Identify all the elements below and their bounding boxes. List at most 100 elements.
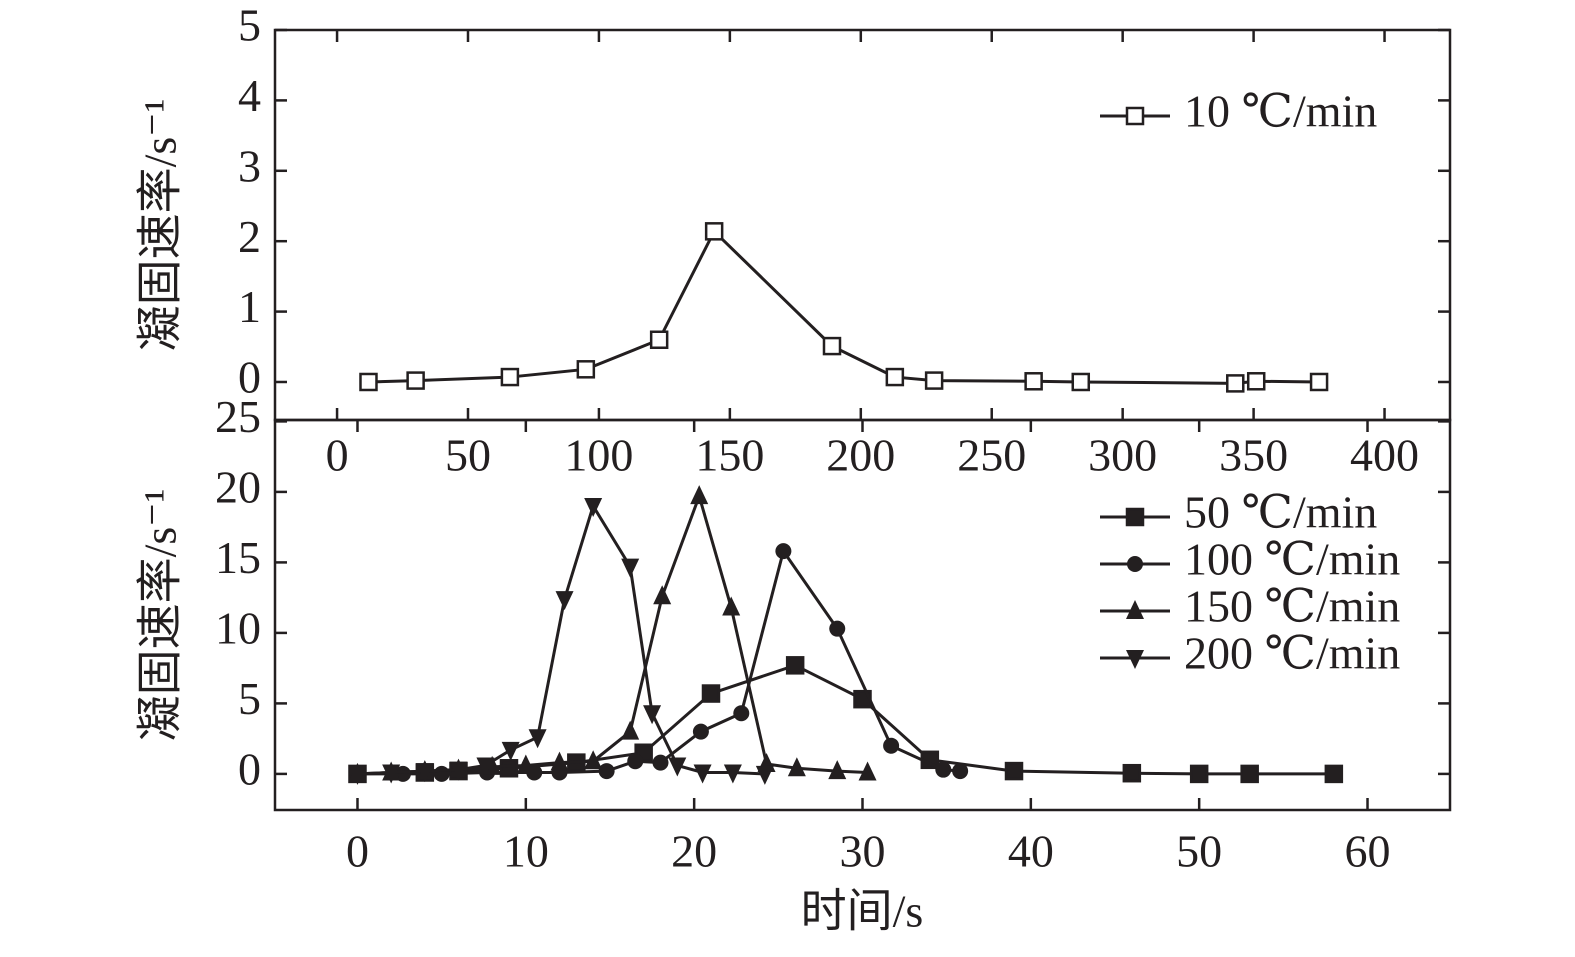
y-axis-label: 凝固速率/s⁻¹ xyxy=(135,489,186,742)
marker xyxy=(885,367,905,387)
marker xyxy=(348,765,367,785)
x-tick-label: 20 xyxy=(671,826,717,877)
marker xyxy=(516,754,535,774)
marker xyxy=(952,763,969,780)
marker xyxy=(598,763,615,780)
x-tick-label: 60 xyxy=(1345,826,1391,877)
marker xyxy=(501,741,520,761)
x-axis-label: 时间/s xyxy=(801,886,924,937)
marker xyxy=(653,585,672,605)
marker xyxy=(924,371,944,390)
marker xyxy=(576,360,596,379)
marker xyxy=(755,765,774,785)
marker xyxy=(584,498,603,518)
marker xyxy=(621,558,640,578)
legend-label: 10 ℃/min xyxy=(1184,86,1377,137)
marker xyxy=(722,596,741,616)
marker xyxy=(775,543,792,560)
marker xyxy=(828,760,847,780)
y-tick-label: 1 xyxy=(238,281,261,332)
marker xyxy=(382,764,401,784)
marker xyxy=(394,765,411,782)
legend-marker xyxy=(1126,600,1144,619)
marker xyxy=(649,330,669,349)
y-tick-label: 0 xyxy=(238,352,261,403)
x-tick-label: 10 xyxy=(503,826,549,877)
marker xyxy=(1071,372,1091,392)
legend-marker xyxy=(1125,507,1145,527)
marker xyxy=(829,620,846,637)
marker xyxy=(643,705,662,725)
y-axis-label: 凝固速率/s⁻¹ xyxy=(135,99,186,352)
legend-marker xyxy=(1125,106,1145,126)
x-tick-label: 50 xyxy=(1176,826,1222,877)
y-tick-label: 0 xyxy=(238,743,261,794)
marker xyxy=(858,761,877,781)
marker xyxy=(406,371,425,390)
y-tick-label: 2 xyxy=(238,211,261,262)
series-line xyxy=(368,228,1320,385)
x-tick-label: 350 xyxy=(1219,430,1288,481)
series-line xyxy=(357,663,1334,776)
marker xyxy=(883,737,900,754)
marker xyxy=(627,753,644,770)
x-tick-label: 150 xyxy=(695,430,764,481)
marker xyxy=(1004,761,1024,781)
marker xyxy=(433,765,450,782)
marker xyxy=(693,764,712,784)
x-tick-label: 100 xyxy=(564,430,633,481)
marker xyxy=(704,222,724,241)
marker xyxy=(787,757,806,777)
marker xyxy=(652,754,669,771)
x-tick-label: 0 xyxy=(346,826,369,877)
x-tick-label: 200 xyxy=(826,430,895,481)
marker xyxy=(822,336,842,356)
marker xyxy=(935,761,952,778)
legend-label: 100 ℃/min xyxy=(1184,534,1400,585)
marker xyxy=(1189,764,1209,784)
marker xyxy=(550,751,569,771)
marker xyxy=(528,729,547,749)
marker xyxy=(692,723,709,740)
legend-marker xyxy=(1126,650,1144,669)
x-tick-label: 40 xyxy=(1008,826,1054,877)
marker xyxy=(1226,374,1245,393)
marker xyxy=(1309,372,1329,392)
marker xyxy=(449,761,468,781)
marker xyxy=(1240,764,1259,784)
x-tick-label: 0 xyxy=(326,430,349,481)
y-tick-label: 10 xyxy=(215,602,261,653)
marker xyxy=(476,757,495,777)
marker xyxy=(785,656,805,675)
y-tick-label: 25 xyxy=(215,391,261,442)
marker xyxy=(723,764,742,784)
x-tick-label: 30 xyxy=(840,826,886,877)
marker xyxy=(690,485,709,505)
marker xyxy=(733,705,750,722)
marker xyxy=(359,372,378,392)
marker xyxy=(500,367,520,387)
x-tick-label: 250 xyxy=(957,430,1026,481)
legend-label: 200 ℃/min xyxy=(1184,628,1400,679)
marker xyxy=(555,591,574,611)
legend-label: 50 ℃/min xyxy=(1184,487,1377,538)
marker xyxy=(1324,764,1344,784)
marker xyxy=(1246,372,1266,391)
x-tick-label: 400 xyxy=(1350,430,1419,481)
marker xyxy=(668,757,687,777)
marker xyxy=(584,750,603,770)
y-tick-label: 20 xyxy=(215,461,261,512)
y-tick-label: 4 xyxy=(238,70,261,121)
marker xyxy=(1024,372,1043,391)
marker xyxy=(621,720,640,740)
marker xyxy=(415,763,434,783)
y-tick-label: 5 xyxy=(238,673,261,724)
legend-marker xyxy=(1127,556,1143,572)
y-tick-label: 3 xyxy=(238,140,261,191)
marker xyxy=(701,684,721,703)
marker xyxy=(1122,763,1142,783)
x-tick-label: 50 xyxy=(445,430,491,481)
y-tick-label: 5 xyxy=(238,0,261,51)
y-tick-label: 15 xyxy=(215,532,261,583)
